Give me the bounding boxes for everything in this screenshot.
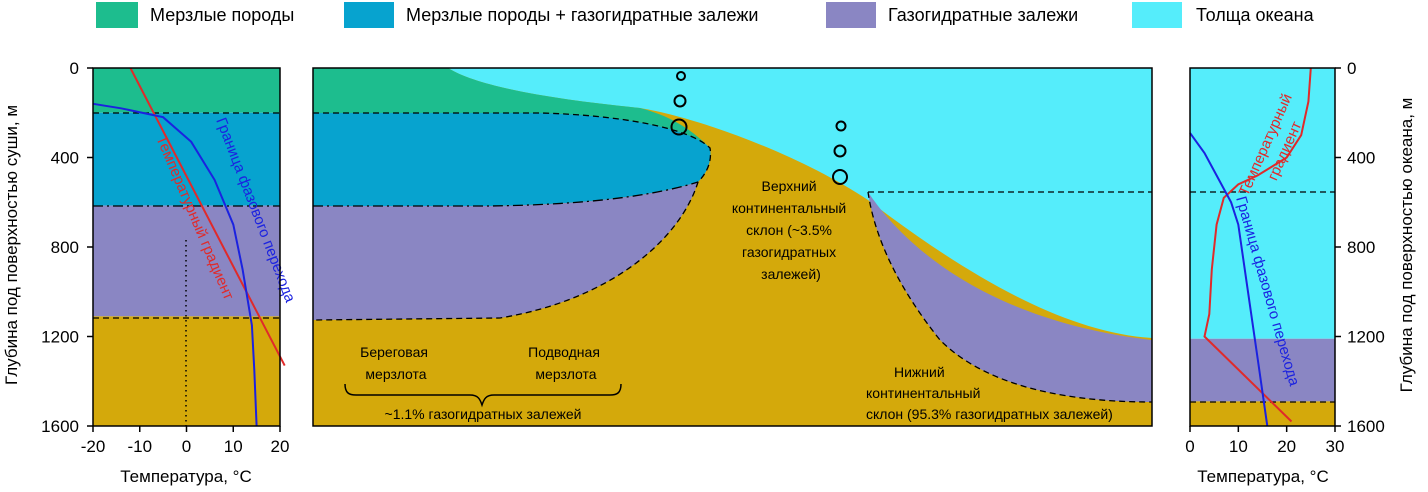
center-plot-frame: [312, 67, 1153, 427]
right-y-axis-label: Глубина под поверхностью океана, м: [1397, 98, 1416, 393]
right-x-axis: 0 10 20 30: [1185, 426, 1344, 456]
right-y-tick-label: 1200: [1347, 328, 1385, 347]
center-permafrost-hydrate-base: [313, 181, 699, 207]
left-layer-permafrost: [93, 68, 280, 113]
right-x-axis-label: Температура, °C: [1197, 467, 1328, 486]
left-y-axis-label: Глубина под поверхностью суши, м: [2, 105, 21, 385]
permafrost-brace: [344, 383, 622, 408]
right-panel: Температурный градиент Граница фазового …: [1185, 59, 1416, 486]
center-panel: Верхний континентальный склон (~3.5% газ…: [312, 67, 1153, 427]
left-panel: Температурный градиент Граница фазового …: [2, 59, 299, 486]
left-y-axis: 0 400 800 1200 1600: [41, 59, 93, 436]
right-x-tick-label: 10: [1229, 437, 1248, 456]
center-permafrost-hydrate: [313, 113, 711, 206]
right-x-tick-label: 20: [1277, 437, 1296, 456]
left-x-tick-label: 0: [182, 437, 191, 456]
center-permafrost-top: [313, 68, 710, 148]
left-x-tick-label: 10: [224, 437, 243, 456]
left-y-tick-label: 1600: [41, 417, 79, 436]
center-lower-slope-outline: [867, 191, 1153, 403]
right-layers: [1190, 68, 1335, 426]
right-phase-boundary-line: [1189, 132, 1269, 427]
right-layer-ocean: [1190, 68, 1335, 339]
bubble-5: [833, 144, 847, 158]
lower-slope-label: Нижний континентальный склон (95.3% газо…: [866, 364, 1113, 422]
subsea-permafrost-label: Подводная мерзлота: [528, 344, 604, 382]
left-x-tick-label: -20: [81, 437, 106, 456]
left-y-tick-label: 1200: [41, 328, 79, 347]
left-x-axis: -20 -10 0 10 20: [81, 426, 290, 456]
right-temperature-gradient-line: [1203, 67, 1312, 423]
legend-swatch-permafrost: [96, 2, 138, 28]
right-y-tick-label: 400: [1347, 149, 1375, 168]
legend-swatch-hydrate: [826, 2, 876, 28]
left-y-tick-label: 800: [51, 238, 79, 257]
left-temperature-gradient-line: [129, 67, 286, 367]
left-y-tick-label: 0: [70, 59, 79, 78]
legend-swatch-permafrost-hydrate: [344, 2, 394, 28]
bubble-2: [673, 94, 687, 108]
onshore-permafrost-label: Береговая мерзлота: [360, 344, 432, 382]
bubble-1: [676, 71, 686, 81]
legend: Мерзлые породы Мерзлые породы + газогидр…: [96, 2, 1315, 28]
right-y-tick-label: 1600: [1347, 417, 1385, 436]
left-x-tick-label: 20: [271, 437, 290, 456]
right-y-axis: 0 400 800 1200 1600: [1335, 59, 1385, 436]
legend-label-permafrost: Мерзлые породы: [150, 5, 294, 25]
right-y-tick-label: 0: [1347, 59, 1356, 78]
upper-slope-label: Верхний континентальный склон (~3.5% газ…: [732, 178, 850, 282]
right-layer-sediment: [1190, 401, 1335, 426]
bubble-3: [670, 118, 688, 136]
center-ocean: [448, 68, 1152, 338]
right-x-tick-label: 0: [1185, 437, 1194, 456]
left-phase-boundary-line: [92, 102, 258, 427]
legend-label-permafrost-hydrate: Мерзлые породы + газогидратные залежи: [406, 5, 758, 25]
left-layer-permafrost_hydrate: [93, 112, 280, 206]
bubble-4: [835, 120, 847, 132]
left-layers: [93, 68, 280, 426]
right-x-tick-label: 30: [1326, 437, 1345, 456]
bubble-6: [832, 169, 848, 185]
left-x-tick-label: -10: [127, 437, 152, 456]
right-y-tick-label: 800: [1347, 238, 1375, 257]
legend-label-hydrate: Газогидратные залежи: [888, 5, 1078, 25]
legend-label-ocean: Толща океана: [1196, 5, 1315, 25]
center-lower-slope-hydrate: [868, 192, 1152, 402]
permafrost-hydrate-share: ~1.1% газогидратных залежей: [385, 406, 582, 422]
legend-swatch-ocean: [1132, 2, 1182, 28]
left-y-tick-label: 400: [51, 149, 79, 168]
gas-bubbles: [670, 71, 848, 185]
left-x-axis-label: Температура, °C: [120, 467, 251, 486]
center-subsea-hydrate: [313, 182, 698, 320]
